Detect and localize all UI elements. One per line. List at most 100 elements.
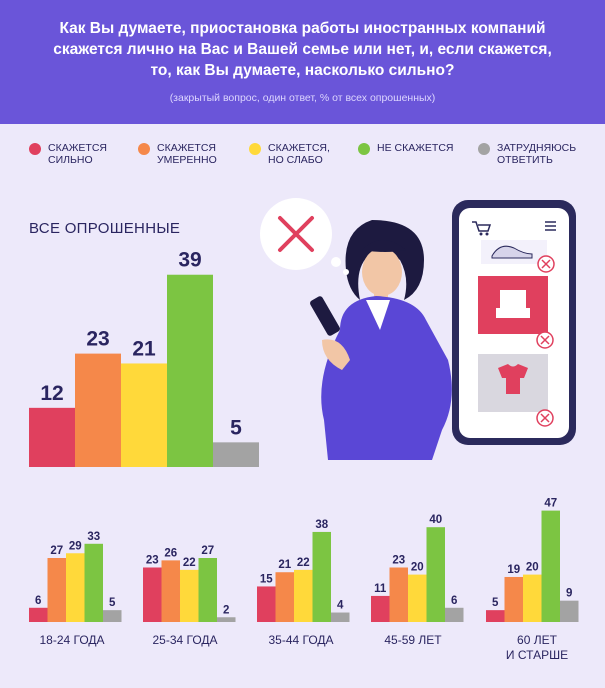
group-bar-value: 21	[278, 559, 291, 571]
group-bar-value: 26	[164, 547, 177, 559]
legend-item: СКАЖЕТСЯ УМЕРЕННО	[138, 142, 217, 166]
group-bar	[217, 617, 236, 622]
main-bar-value: 5	[230, 416, 242, 439]
legend-label: СКАЖЕТСЯ, НО СЛАБО	[268, 142, 330, 166]
group-bar-value: 20	[411, 562, 424, 574]
group-bar-value: 29	[69, 540, 82, 552]
main-bar	[75, 353, 121, 467]
group-label-line: И СТАРШЕ	[505, 648, 569, 662]
group-label: 60 ЛЕТ И СТАРШЕ	[484, 633, 590, 663]
group-bar	[331, 612, 350, 622]
menu-icon	[545, 221, 556, 231]
main-bar-value: 21	[132, 337, 156, 360]
question-text: Как Вы думаете, приостановка работы инос…	[20, 18, 585, 81]
group-bar	[486, 610, 505, 622]
group-label: 18-24 ГОДА	[19, 633, 125, 648]
legend-dot	[29, 143, 41, 155]
legend: СКАЖЕТСЯ СИЛЬНО СКАЖЕТСЯ УМЕРЕННО СКАЖЕТ…	[0, 124, 605, 182]
header-banner: Как Вы думаете, приостановка работы инос…	[0, 0, 605, 124]
group-bar-value: 22	[297, 557, 310, 569]
legend-label: ЗАТРУДНЯЮСЬ ОТВЕТИТЬ	[497, 142, 576, 166]
group-bar	[84, 543, 103, 622]
cart-icon	[472, 221, 492, 236]
group-bar	[257, 586, 276, 622]
group-bar-value: 47	[544, 498, 557, 510]
group-bar	[523, 574, 542, 622]
sneaker-card	[481, 240, 555, 273]
main-bar	[121, 363, 167, 467]
thought-bubble	[260, 198, 349, 275]
group-bar-value: 15	[260, 573, 273, 585]
legend-label-line: СИЛЬНО	[48, 154, 93, 166]
legend-label: СКАЖЕТСЯ УМЕРЕННО	[157, 142, 217, 166]
legend-label-line: НО СЛАБО	[268, 154, 323, 166]
main-bar	[29, 407, 75, 467]
group-label-line: 45-59 ЛЕТ	[384, 633, 442, 647]
armchair-card	[478, 276, 554, 349]
group-bar-value: 11	[374, 583, 387, 595]
legend-label-line: ЗАТРУДНЯЮСЬ	[497, 142, 577, 154]
group-bar-value: 23	[146, 554, 159, 566]
question-note: (закрытый вопрос, один ответ, % от всех …	[169, 92, 436, 104]
group-bar	[29, 607, 48, 622]
group-bar-value: 19	[507, 564, 520, 576]
group-bar-value: 23	[392, 554, 405, 566]
group-bar-value: 2	[223, 604, 229, 616]
legend-label-line: УМЕРЕННО	[157, 154, 217, 166]
group-label-line: 35-44 ГОДА	[268, 633, 334, 647]
group-label-line: 18-24 ГОДА	[39, 633, 105, 647]
legend-dot	[249, 143, 261, 155]
legend-item: СКАЖЕТСЯ СИЛЬНО	[29, 142, 107, 166]
tshirt-card	[478, 354, 554, 427]
question-line: скажется лично на Вас и Вашей семье или …	[53, 41, 552, 58]
main-chart-title: ВСЕ ОПРОШЕННЫЕ	[29, 220, 181, 237]
group-bar-value: 33	[87, 531, 100, 543]
group-bar-value: 38	[315, 519, 328, 531]
legend-dot	[138, 143, 150, 155]
group-bar	[541, 510, 560, 622]
group-label: 45-59 ЛЕТ	[360, 633, 466, 648]
legend-item: НЕ СКАЖЕТСЯ	[358, 142, 453, 155]
main-bar-value: 12	[40, 382, 63, 405]
group-bar	[560, 600, 579, 622]
legend-dot	[478, 143, 490, 155]
smartphone-illustration	[452, 200, 576, 445]
group-bar-value: 27	[201, 545, 214, 557]
legend-item: ЗАТРУДНЯЮСЬ ОТВЕТИТЬ	[478, 142, 576, 166]
group-bar	[445, 607, 464, 622]
group-bar	[504, 576, 523, 622]
legend-label-line: СКАЖЕТСЯ	[48, 142, 107, 154]
group-bar-value: 27	[50, 545, 63, 557]
group-bar-value: 5	[492, 597, 499, 609]
group-bar	[47, 558, 66, 622]
group-bar-value: 6	[35, 595, 41, 607]
legend-label-line: СКАЖЕТСЯ,	[268, 142, 330, 154]
legend-label-line: ОТВЕТИТЬ	[497, 154, 553, 166]
group-bar	[371, 595, 390, 622]
legend-dot	[358, 143, 370, 155]
group-bar	[161, 560, 180, 622]
group-bar	[389, 567, 408, 622]
group-bar-value: 4	[337, 600, 344, 612]
group-bar-value: 6	[451, 595, 457, 607]
legend-label-line: НЕ СКАЖЕТСЯ	[377, 142, 454, 154]
group-bar	[426, 527, 445, 622]
main-bar-value: 39	[178, 249, 201, 272]
group-bar	[103, 610, 122, 622]
legend-item: СКАЖЕТСЯ, НО СЛАБО	[249, 142, 330, 166]
main-bar	[167, 274, 213, 467]
group-bar	[198, 558, 217, 622]
group-label: 35-44 ГОДА	[248, 633, 354, 648]
group-bar	[312, 531, 331, 622]
group-bar	[143, 567, 162, 622]
question-line: Как Вы думаете, приостановка работы инос…	[59, 20, 546, 37]
group-label-line: 25-34 ГОДА	[152, 633, 218, 647]
group-bar	[294, 569, 313, 622]
group-bar-value: 5	[109, 597, 116, 609]
legend-label: НЕ СКАЖЕТСЯ	[377, 142, 453, 154]
group-label-line: 60 ЛЕТ	[517, 633, 557, 647]
legend-label: СКАЖЕТСЯ СИЛЬНО	[48, 142, 107, 166]
